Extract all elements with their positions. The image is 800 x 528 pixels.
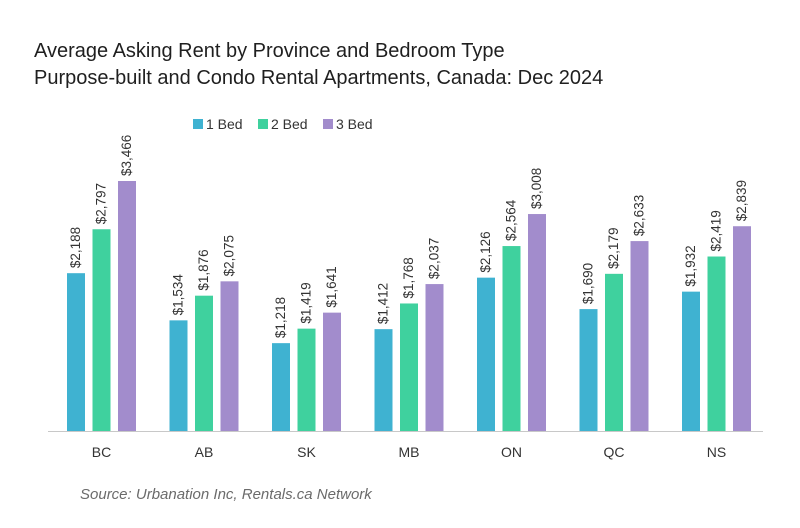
data-label-ns-2-bed: $2,419: [709, 210, 724, 251]
bar-on-1-bed: [477, 277, 495, 431]
data-label-qc-3-bed: $2,633: [632, 195, 647, 236]
chart-subtitle: Purpose-built and Condo Rental Apartment…: [34, 67, 604, 89]
data-label-ns-3-bed: $2,839: [734, 180, 749, 221]
bar-mb-2-bed: [400, 303, 418, 431]
bar-on-2-bed: [502, 246, 521, 431]
bar-sk-3-bed: [323, 312, 341, 431]
data-label-on-1-bed: $2,126: [478, 231, 493, 272]
legend-label-2-bed: 2 Bed: [271, 116, 308, 132]
data-label-on-3-bed: $3,008: [529, 168, 544, 209]
data-label-bc-3-bed: $3,466: [119, 135, 134, 176]
bar-ab-2-bed: [195, 295, 213, 431]
data-labels-group: $2,188 $2,797 $3,466 $1,534 $1,876 $2,075 $1,2…: [68, 135, 749, 338]
data-label-ns-1-bed: $1,932: [683, 245, 698, 286]
source-note: Source: Urbanation Inc, Rentals.ca Netwo…: [80, 486, 372, 503]
bar-ns-3-bed: [733, 226, 751, 431]
bar-qc-1-bed: [579, 309, 598, 431]
x-tick-label-ns: NS: [707, 444, 726, 460]
data-label-ab-2-bed: $1,876: [196, 249, 211, 290]
x-tick-label-sk: SK: [297, 444, 316, 460]
data-label-mb-3-bed: $2,037: [427, 238, 442, 279]
legend-swatch-2-bed: [258, 119, 268, 129]
bar-qc-2-bed: [605, 273, 623, 431]
x-tick-label-mb: MB: [399, 444, 420, 460]
legend-label-1-bed: 1 Bed: [206, 116, 243, 132]
data-label-qc-2-bed: $2,179: [606, 228, 621, 269]
bar-bc-1-bed: [67, 273, 85, 431]
bar-sk-2-bed: [297, 328, 316, 431]
bar-sk-1-bed: [272, 343, 290, 431]
bar-mb-3-bed: [425, 284, 444, 431]
x-tick-label-qc: QC: [604, 444, 625, 460]
data-label-mb-2-bed: $1,768: [401, 257, 416, 298]
chart-title-block: Average Asking Rent by Province and Bedr…: [34, 38, 603, 92]
data-label-bc-1-bed: $2,188: [68, 227, 83, 268]
x-tick-label-on: ON: [501, 444, 522, 460]
bar-ns-2-bed: [707, 256, 726, 431]
bar-qc-3-bed: [630, 241, 649, 431]
bars-group: [67, 181, 751, 431]
bar-bc-3-bed: [118, 181, 136, 431]
bar-bc-2-bed: [92, 229, 111, 431]
legend-label-3-bed: 3 Bed: [336, 116, 373, 132]
legend-swatch-1-bed: [193, 119, 203, 129]
data-label-sk-1-bed: $1,218: [273, 297, 288, 338]
bar-mb-1-bed: [374, 329, 393, 431]
bar-on-3-bed: [528, 214, 546, 431]
legend: 1 Bed 2 Bed 3 Bed: [193, 116, 373, 132]
data-label-sk-3-bed: $1,641: [324, 266, 339, 307]
bar-ns-1-bed: [682, 291, 700, 431]
legend-swatch-3-bed: [323, 119, 333, 129]
bar-ab-1-bed: [169, 320, 188, 431]
x-tick-label-bc: BC: [92, 444, 111, 460]
chart-title: Average Asking Rent by Province and Bedr…: [34, 40, 505, 62]
x-tick-labels-group: BC AB SK MB ON QC NS: [92, 444, 726, 460]
bar-ab-3-bed: [220, 281, 239, 431]
data-label-mb-1-bed: $1,412: [376, 283, 391, 324]
data-label-bc-2-bed: $2,797: [94, 183, 109, 224]
x-tick-label-ab: AB: [195, 444, 214, 460]
data-label-ab-1-bed: $1,534: [171, 274, 186, 316]
data-label-sk-2-bed: $1,419: [299, 282, 314, 323]
data-label-qc-1-bed: $1,690: [581, 263, 596, 304]
data-label-ab-3-bed: $2,075: [222, 235, 237, 276]
data-label-on-2-bed: $2,564: [504, 199, 519, 241]
